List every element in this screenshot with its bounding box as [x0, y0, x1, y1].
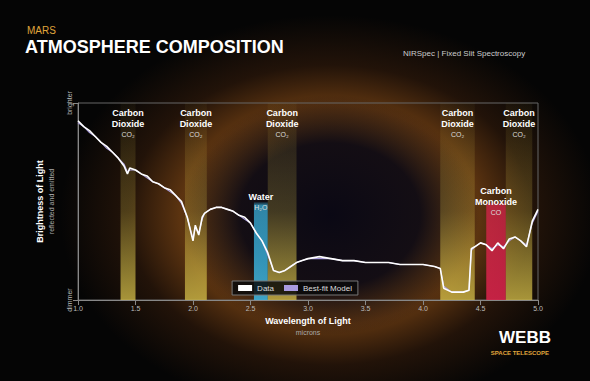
svg-text:SPACE TELESCOPE: SPACE TELESCOPE: [491, 350, 549, 356]
svg-text:Carbon: Carbon: [442, 108, 474, 118]
svg-text:Carbon: Carbon: [112, 108, 144, 118]
svg-text:2.5: 2.5: [246, 305, 256, 312]
svg-text:CO: CO: [491, 209, 502, 216]
svg-text:3.5: 3.5: [361, 305, 371, 312]
svg-text:CO₂: CO₂: [276, 131, 290, 138]
svg-text:4.0: 4.0: [418, 305, 428, 312]
svg-text:5.0: 5.0: [533, 305, 543, 312]
svg-text:CO₂: CO₂: [189, 131, 203, 138]
svg-text:Wavelength of Light: Wavelength of Light: [265, 316, 351, 326]
svg-text:CO₂: CO₂: [121, 131, 135, 138]
svg-text:Dioxide: Dioxide: [112, 119, 145, 129]
svg-text:NIRSpec | Fixed Slit Spectrosc: NIRSpec | Fixed Slit Spectroscopy: [403, 49, 525, 58]
svg-text:WEBB: WEBB: [499, 328, 551, 347]
svg-text:2.0: 2.0: [188, 305, 198, 312]
svg-text:Water: Water: [249, 192, 274, 202]
svg-text:1.0: 1.0: [73, 305, 83, 312]
svg-text:MARS: MARS: [27, 25, 56, 36]
svg-text:Dioxide: Dioxide: [180, 119, 213, 129]
svg-text:Dioxide: Dioxide: [266, 119, 299, 129]
svg-text:4.5: 4.5: [476, 305, 486, 312]
svg-text:Carbon: Carbon: [180, 108, 212, 118]
svg-text:H₂O: H₂O: [254, 204, 268, 211]
svg-text:Brightness of Light: Brightness of Light: [35, 160, 45, 243]
svg-text:brighter: brighter: [66, 90, 74, 114]
svg-text:Dioxide: Dioxide: [441, 119, 474, 129]
svg-text:Carbon: Carbon: [266, 108, 298, 118]
svg-text:ATMOSPHERE COMPOSITION: ATMOSPHERE COMPOSITION: [25, 37, 284, 57]
svg-text:CO₂: CO₂: [512, 131, 526, 138]
svg-text:3.0: 3.0: [303, 305, 313, 312]
svg-text:Carbon: Carbon: [480, 186, 512, 196]
svg-text:1.5: 1.5: [131, 305, 141, 312]
svg-text:Best-fit Model: Best-fit Model: [303, 284, 352, 293]
svg-text:Data: Data: [257, 284, 274, 293]
svg-text:dimmer: dimmer: [66, 288, 73, 312]
svg-text:Monoxide: Monoxide: [475, 197, 517, 207]
svg-text:Carbon: Carbon: [503, 108, 535, 118]
svg-text:reflected and emitted: reflected and emitted: [48, 169, 55, 234]
svg-text:microns: microns: [296, 329, 321, 336]
svg-text:Dioxide: Dioxide: [503, 119, 536, 129]
svg-text:CO₂: CO₂: [451, 131, 465, 138]
